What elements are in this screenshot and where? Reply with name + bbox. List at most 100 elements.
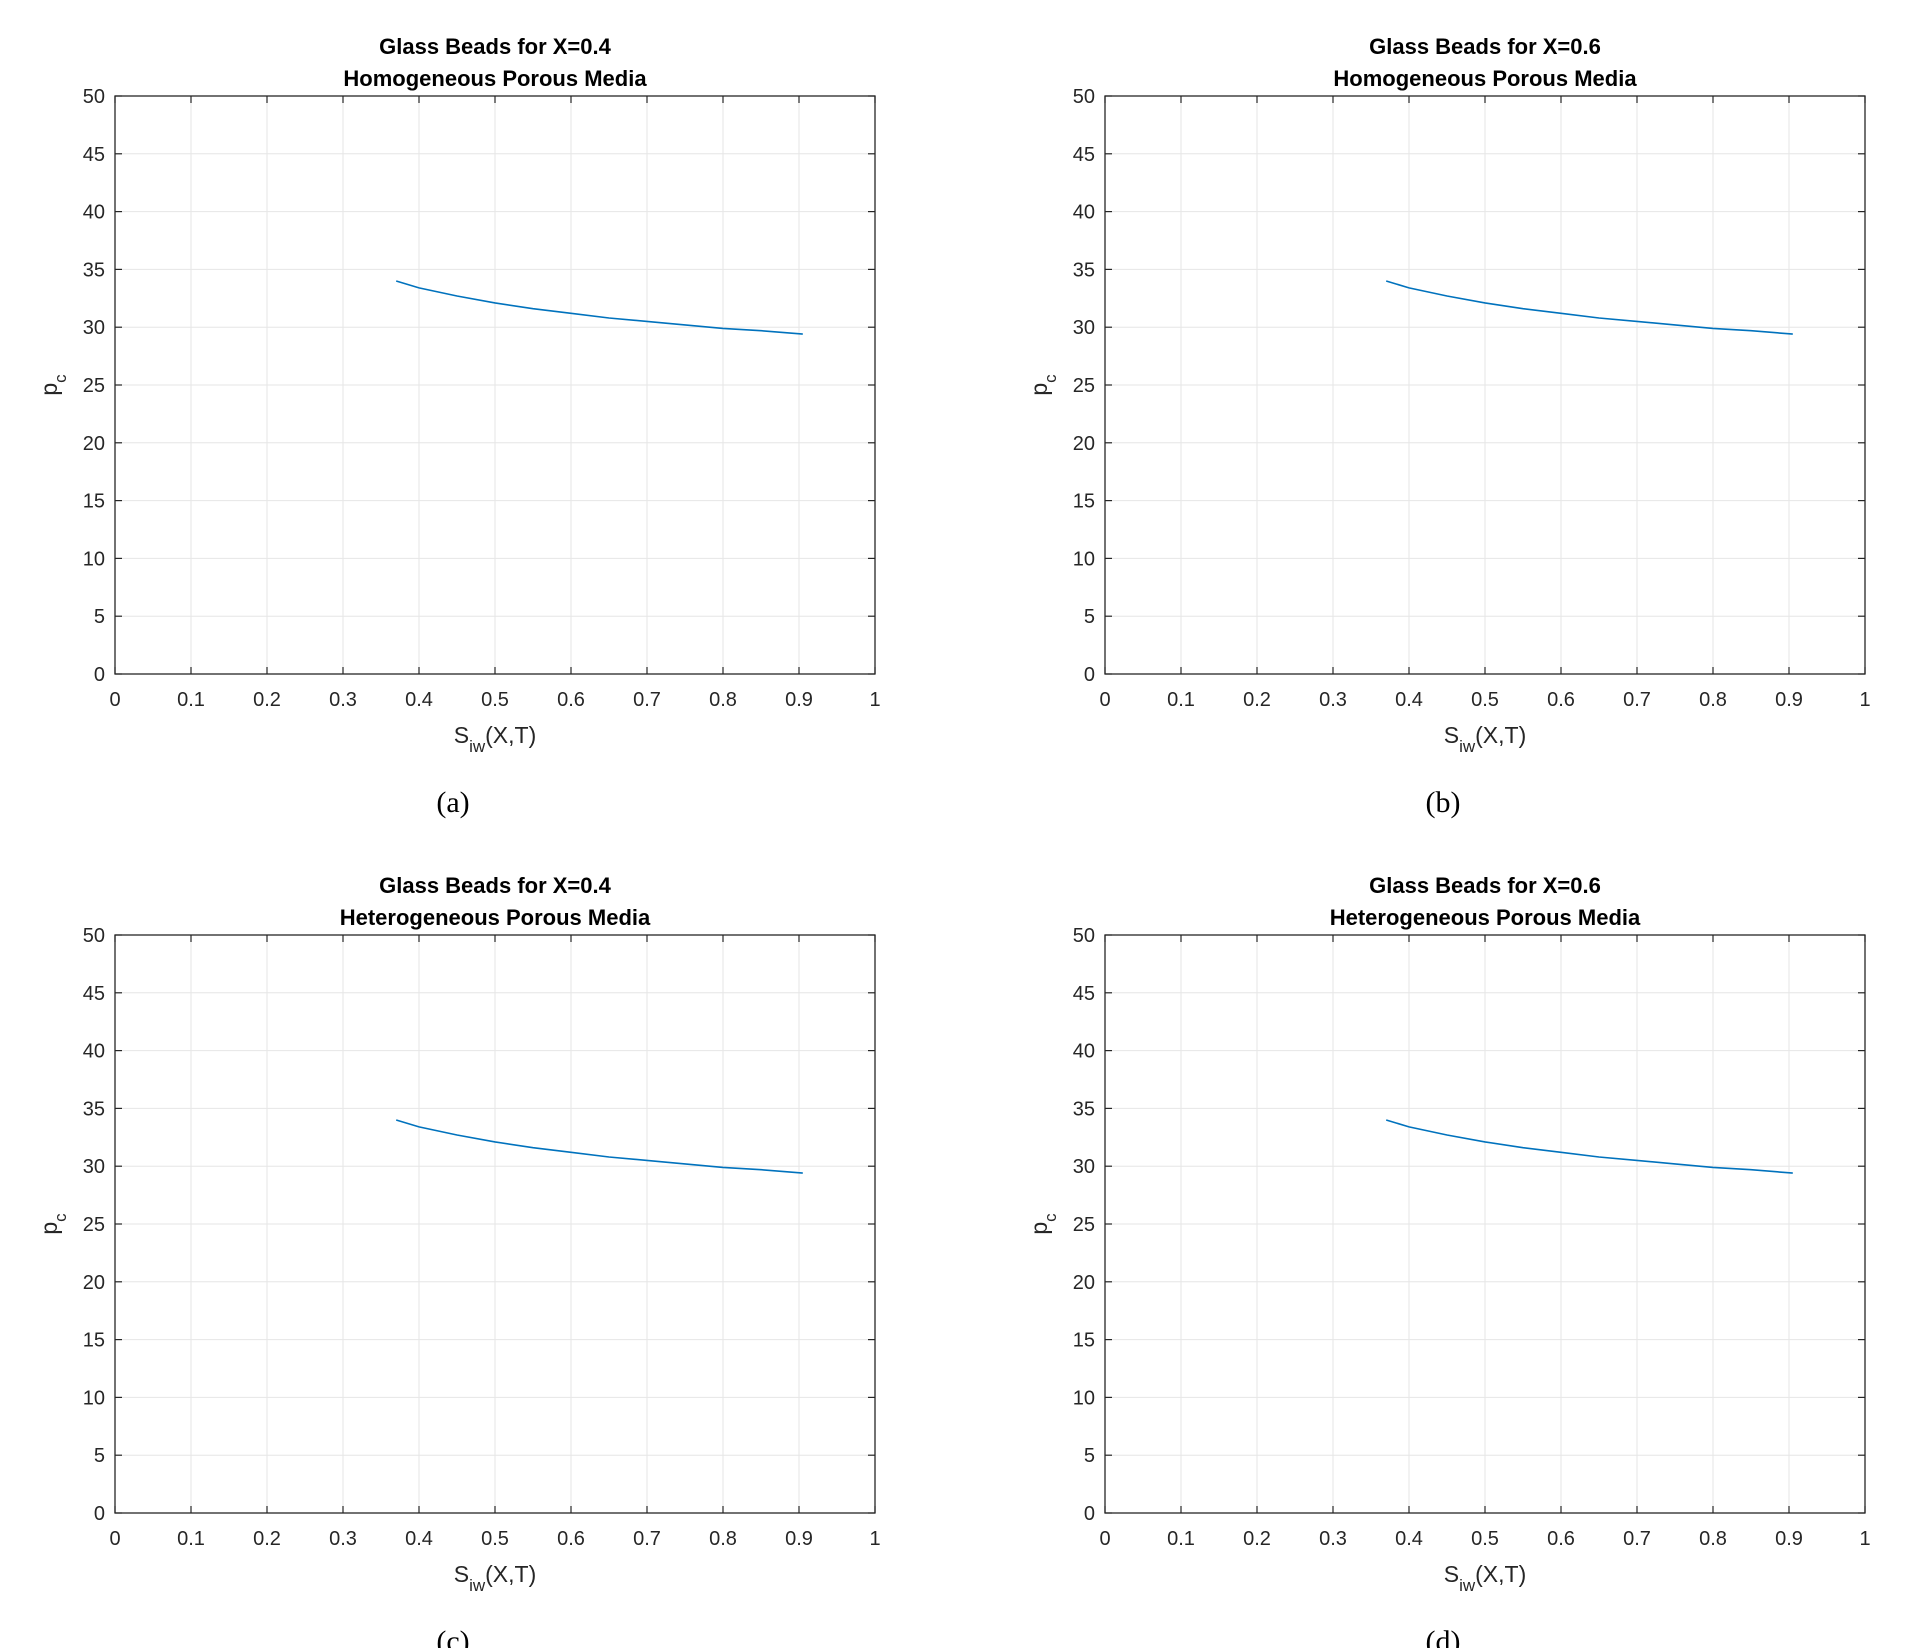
y-tick-label: 35 [83,259,105,281]
x-tick-label: 0.5 [1471,1528,1499,1550]
y-tick-label: 20 [1073,1272,1095,1294]
y-tick-label: 10 [83,548,105,570]
x-tick-label: 0.8 [709,689,737,711]
chart-panel-c: 0 0.1 0.2 0.3 0.4 0.5 0.6 0.7 0.8 0.9 105101520253… [36,873,881,1648]
y-tick-label: 50 [83,925,105,947]
x-axis-label: Siw(X,T) [454,1561,537,1595]
y-tick-label: 25 [1073,1214,1095,1236]
x-tick-label: 0.8 [1699,689,1727,711]
chart-panel-b: 0 0.1 0.2 0.3 0.4 0.5 0.6 0.7 0.8 0.9 105101520253… [1026,34,1871,819]
x-tick-label: 0.1 [177,689,205,711]
y-tick-label: 40 [83,1041,105,1063]
y-tick-label: 0 [94,664,105,686]
y-tick-label: 10 [1073,1387,1095,1409]
x-tick-label: 0 [1099,1528,1110,1550]
series-line [1385,1119,1793,1174]
y-tick-label: 25 [1073,375,1095,397]
x-tick-label: 0 [109,1528,120,1550]
x-axis-label-main: S [454,722,469,748]
y-tick-label: 15 [1073,491,1095,513]
x-tick-label: 0.3 [329,1528,357,1550]
x-tick-label: 0.4 [1395,689,1423,711]
panel-caption: (c) [436,1625,469,1648]
y-tick-label: 25 [83,1214,105,1236]
x-axis-label-main: S [454,1561,469,1587]
x-tick-label: 0.7 [633,689,661,711]
x-tick-label: 0.9 [785,1528,813,1550]
y-tick-label: 5 [94,606,105,628]
y-tick-label: 15 [83,1330,105,1352]
x-axis-label-sub: iw [1459,1576,1476,1595]
chart-title-line: Homogeneous Porous Media [1333,66,1637,91]
y-tick-label: 30 [1073,1156,1095,1178]
y-tick-label: 50 [83,86,105,108]
y-axis-label-main: p [36,383,62,396]
x-tick-label: 0.1 [1167,689,1195,711]
chart-panel-d: 0 0.1 0.2 0.3 0.4 0.5 0.6 0.7 0.8 0.9 105101520253… [1026,873,1871,1648]
x-axis-label-suffix: (X,T) [1475,722,1526,748]
y-axis-label-sub: c [1041,374,1060,383]
y-tick-label: 5 [1084,606,1095,628]
x-axis-label: Siw(X,T) [1444,1561,1527,1595]
y-axis-label: pc [1026,1213,1060,1235]
y-tick-label: 15 [1073,1330,1095,1352]
x-axis-label-main: S [1444,722,1459,748]
x-axis-label: Siw(X,T) [1444,722,1527,756]
y-tick-label: 10 [83,1387,105,1409]
x-tick-label: 0.2 [253,1528,281,1550]
y-axis-label: pc [36,1213,70,1235]
y-tick-label: 0 [1084,1503,1095,1525]
chart-title-line: Glass Beads for X=0.6 [1369,34,1601,59]
x-tick-label: 0.6 [1547,689,1575,711]
x-tick-label: 0.3 [1319,1528,1347,1550]
y-tick-label: 45 [1073,983,1095,1005]
x-tick-label: 0.8 [709,1528,737,1550]
y-tick-label: 20 [83,433,105,455]
x-tick-label: 0.6 [1547,1528,1575,1550]
y-tick-label: 25 [83,375,105,397]
x-tick-label: 0.4 [405,1528,433,1550]
chart-title-line: Homogeneous Porous Media [343,66,647,91]
y-axis-label-main: p [1026,1222,1052,1235]
y-axis-label: pc [36,374,70,396]
y-tick-label: 30 [83,317,105,339]
x-tick-label: 0.1 [177,1528,205,1550]
x-tick-label: 0.4 [1395,1528,1423,1550]
y-tick-label: 15 [83,491,105,513]
y-tick-label: 45 [83,983,105,1005]
y-tick-label: 45 [1073,144,1095,166]
y-tick-label: 20 [1073,433,1095,455]
y-tick-label: 30 [1073,317,1095,339]
panel-caption: (d) [1426,1625,1461,1648]
chart-title-line: Glass Beads for X=0.4 [379,34,611,59]
x-tick-label: 1 [1859,689,1870,711]
y-tick-label: 5 [94,1445,105,1467]
y-tick-label: 40 [83,202,105,224]
x-tick-label: 0.9 [785,689,813,711]
x-axis-label-sub: iw [469,737,486,756]
chart-title-line: Glass Beads for X=0.4 [379,873,611,898]
x-tick-label: 0.4 [405,689,433,711]
x-tick-label: 0.7 [633,1528,661,1550]
x-tick-label: 0.2 [1243,1528,1271,1550]
y-tick-label: 50 [1073,925,1095,947]
x-tick-label: 0.5 [1471,689,1499,711]
y-axis-label-sub: c [51,1213,70,1222]
x-axis-label-main: S [1444,1561,1459,1587]
x-tick-label: 0.5 [481,1528,509,1550]
series-line [395,1119,803,1174]
x-tick-label: 1 [869,1528,880,1550]
x-tick-label: 0.8 [1699,1528,1727,1550]
y-tick-label: 5 [1084,1445,1095,1467]
y-tick-label: 40 [1073,202,1095,224]
y-axis-label-main: p [1026,383,1052,396]
x-axis-label-sub: iw [469,1576,486,1595]
x-tick-label: 0.2 [1243,689,1271,711]
x-axis-label-suffix: (X,T) [485,722,536,748]
x-tick-label: 0.9 [1775,689,1803,711]
y-tick-label: 10 [1073,548,1095,570]
x-tick-label: 0.3 [1319,689,1347,711]
x-tick-label: 0.7 [1623,1528,1651,1550]
y-axis-label-sub: c [1041,1213,1060,1222]
